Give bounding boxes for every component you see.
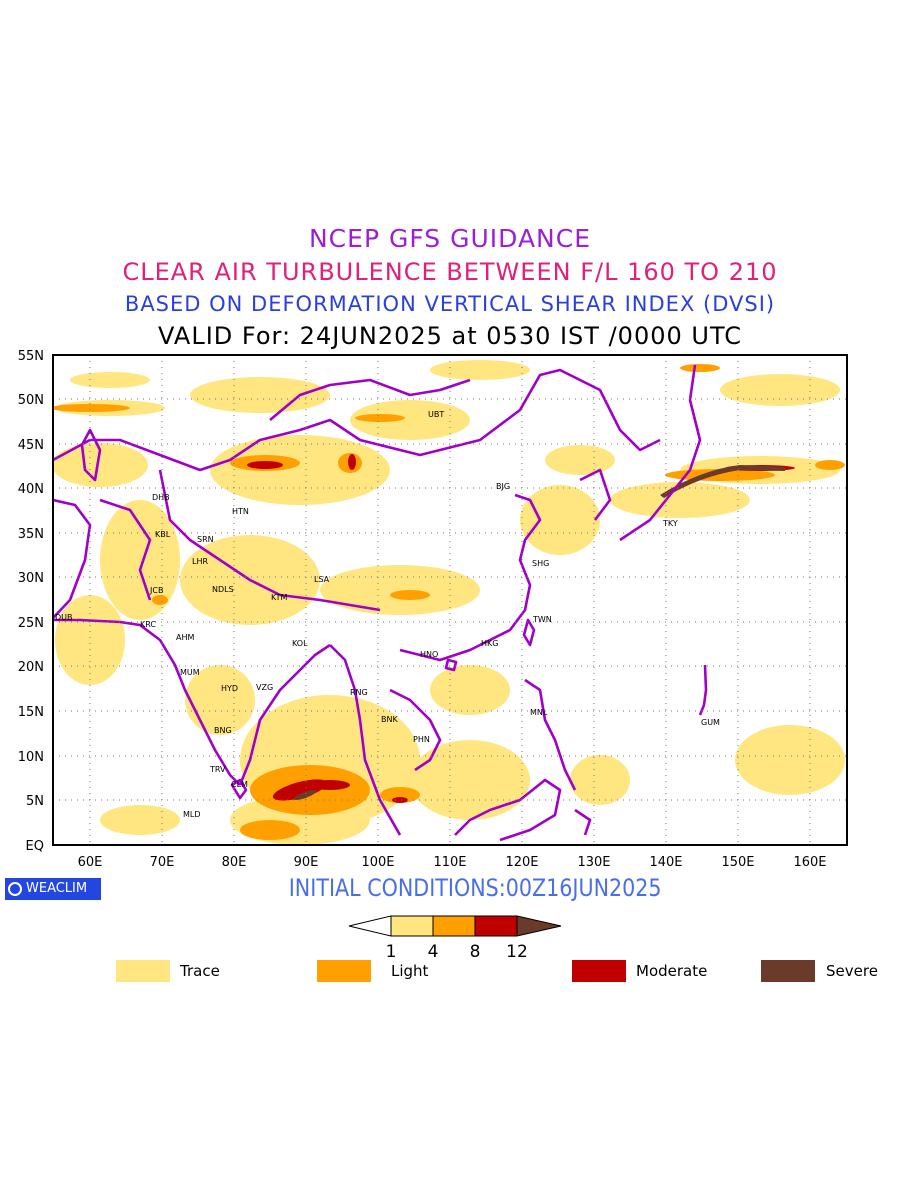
city-label: TWN — [532, 615, 552, 624]
graticule — [53, 355, 847, 845]
city-label: HNO — [420, 650, 438, 659]
city-label: HYD — [221, 684, 238, 693]
map-frame — [52, 354, 848, 846]
city-label: KBL — [155, 530, 171, 539]
colorbar-tick: 1 — [386, 942, 397, 962]
legend-label: Light — [391, 962, 429, 980]
lon-label: 100E — [361, 855, 394, 870]
lon-label: 130E — [577, 855, 610, 870]
lat-label: 25N — [18, 616, 44, 631]
logo-text: WEACLIM — [26, 881, 88, 896]
city-label: HTN — [232, 507, 249, 516]
city-label: AHM — [176, 633, 194, 642]
city-label: LHR — [192, 557, 208, 566]
legend-label: Moderate — [636, 962, 708, 980]
lat-label: 5N — [26, 794, 44, 809]
city-label: GUM — [701, 718, 720, 727]
lat-label: 45N — [18, 438, 44, 453]
city-label: LSA — [314, 575, 330, 584]
lat-label: 40N — [18, 482, 44, 497]
city-label: HKG — [481, 639, 498, 648]
lat-label: 20N — [18, 660, 44, 675]
city-label: SHG — [532, 559, 549, 568]
city-label: TRV — [209, 765, 226, 774]
lat-label: EQ — [26, 839, 44, 854]
legend-swatch — [116, 960, 170, 982]
city-label: DHB — [152, 493, 170, 502]
lat-label: 55N — [18, 349, 44, 364]
city-label: BNK — [381, 715, 398, 724]
city-label: JCB — [149, 586, 163, 595]
lon-label: 120E — [505, 855, 538, 870]
lon-label: 70E — [150, 855, 175, 870]
city-label: PHN — [413, 735, 430, 744]
city-label: KTM — [271, 593, 288, 602]
lon-label: 80E — [222, 855, 247, 870]
weaclim-logo: WEACLIM — [5, 878, 101, 900]
lat-label: 50N — [18, 393, 44, 408]
valid-time: VALID For: 24JUN2025 at 0530 IST /0000 U… — [158, 322, 742, 350]
title-line-3: BASED ON DEFORMATION VERTICAL SHEAR INDE… — [124, 292, 776, 316]
legend-label: Trace — [180, 962, 220, 980]
colorbar-severe-arrow — [516, 915, 562, 937]
longitude-axis: 60E 70E 80E 90E 100E 110E 120E 130E 140E… — [78, 855, 827, 870]
copyright-icon — [8, 882, 22, 896]
city-label: MLD — [183, 810, 201, 819]
coastlines-borders — [53, 364, 708, 842]
city-label: TKY — [662, 519, 678, 528]
colorbar-light — [432, 915, 476, 937]
city-label: BNG — [214, 726, 232, 735]
lon-label: 140E — [649, 855, 682, 870]
colorbar: 1 4 8 12 — [348, 915, 562, 962]
lat-label: 30N — [18, 571, 44, 586]
lon-label: 60E — [78, 855, 103, 870]
colorbar-low-arrow — [348, 915, 392, 937]
latitude-axis: 55N 50N 45N 40N 35N 30N 25N 20N 15N 10N … — [18, 349, 44, 854]
city-label: MNL — [530, 708, 548, 717]
lon-label: 160E — [793, 855, 826, 870]
colorbar-tick: 12 — [506, 942, 528, 962]
lat-label: 10N — [18, 750, 44, 765]
city-label: KRC — [140, 620, 156, 629]
colorbar-tick: 4 — [428, 942, 439, 962]
city-label: DUB — [55, 613, 73, 622]
severe-regions — [293, 465, 785, 800]
city-label: CLM — [231, 780, 248, 789]
colorbar-moderate — [474, 915, 518, 937]
city-label: KOL — [292, 639, 308, 648]
city-labels: UBT BJG DHB HTN KBL SRN LHR NDLS JCB KTM… — [55, 410, 720, 819]
turbulence-fields — [53, 360, 845, 845]
legend-label: Severe — [826, 962, 878, 980]
city-label: UBT — [428, 410, 444, 419]
lon-label: 90E — [294, 855, 319, 870]
lat-label: 35N — [18, 527, 44, 542]
lat-label: 15N — [18, 705, 44, 720]
title-line-2: CLEAR AIR TURBULENCE BETWEEN F/L 160 TO … — [122, 258, 778, 286]
lon-label: 150E — [721, 855, 754, 870]
legend-swatch — [572, 960, 626, 982]
city-label: RNG — [350, 688, 368, 697]
title-line-1: NCEP GFS GUIDANCE — [308, 224, 591, 253]
initial-conditions: INITIAL CONDITIONS:00Z16JUN2025 — [288, 874, 662, 902]
city-label: BJG — [496, 482, 510, 491]
city-label: VZG — [256, 683, 273, 692]
colorbar-tick: 8 — [470, 942, 481, 962]
city-label: MUM — [180, 668, 200, 677]
legend-swatch — [761, 960, 815, 982]
legend-swatch — [317, 960, 371, 982]
city-label: NDLS — [212, 585, 234, 594]
lon-label: 110E — [433, 855, 466, 870]
trace-regions — [53, 360, 845, 845]
colorbar-trace — [390, 915, 434, 937]
city-label: SRN — [197, 535, 214, 544]
